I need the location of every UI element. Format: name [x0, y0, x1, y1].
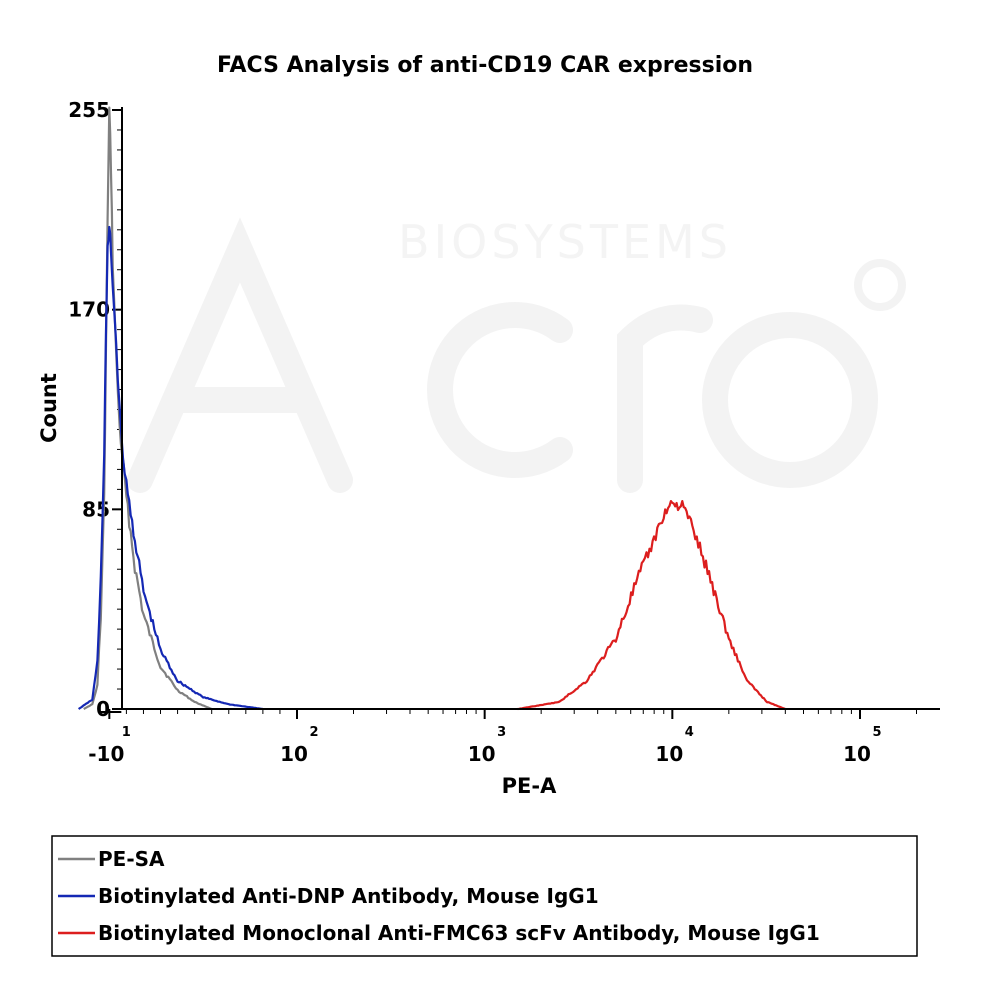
x-tick-label: 10 — [655, 742, 683, 766]
x-tick-exponent: 5 — [872, 725, 881, 740]
y-axis-ticks: 0 85 170 255 — [68, 98, 122, 721]
x-tick-label: -10 — [88, 742, 124, 766]
series-layer — [77, 106, 786, 711]
svg-text:BIOSYSTEMS: BIOSYSTEMS — [398, 215, 732, 269]
y-tick-label: 170 — [68, 298, 110, 322]
legend: PE-SA Biotinylated Anti-DNP Antibody, Mou… — [51, 835, 918, 957]
y-tick-label: 0 — [96, 697, 110, 721]
legend-box — [51, 835, 918, 957]
y-axis-label: Count — [37, 373, 61, 443]
x-tick-exponent: 3 — [497, 725, 506, 740]
chart-title: FACS Analysis of anti-CD19 CAR expressio… — [217, 53, 753, 78]
x-tick-exponent: 4 — [685, 725, 694, 740]
series-line-3 — [517, 500, 786, 711]
legend-label-1: PE-SA — [98, 847, 165, 871]
series-line-2 — [77, 225, 264, 711]
legend-label-2: Biotinylated Anti-DNP Antibody, Mouse Ig… — [98, 884, 599, 908]
x-tick-label: 10 — [468, 742, 496, 766]
watermark-logo: BIOSYSTEMS — [127, 215, 906, 493]
y-tick-label: 85 — [82, 497, 110, 521]
x-tick-exponent: 2 — [309, 725, 318, 740]
x-axis-label: PE-A — [502, 774, 557, 798]
legend-label-3: Biotinylated Monoclonal Anti-FMC63 scFv … — [98, 921, 820, 945]
x-tick-label: 10 — [280, 742, 308, 766]
y-tick-label: 255 — [68, 98, 110, 122]
x-tick-exponent: 1 — [122, 725, 131, 740]
x-tick-label: 10 — [843, 742, 871, 766]
